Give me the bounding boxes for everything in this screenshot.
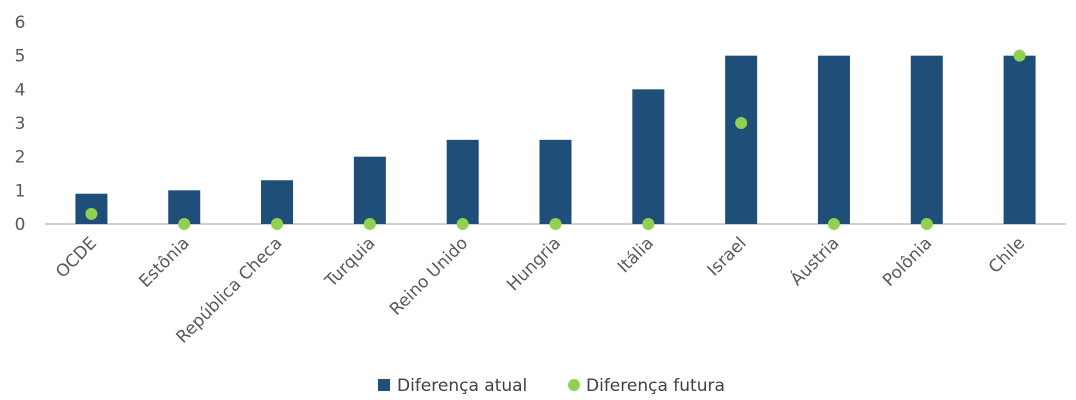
legend-swatch-diferenca-atual bbox=[378, 379, 390, 391]
point bbox=[1013, 49, 1026, 62]
point bbox=[363, 218, 376, 230]
x-tick-label: Itália bbox=[614, 233, 658, 277]
legend: Diferença atual Diferença futura bbox=[378, 376, 725, 396]
y-tick-label: 2 bbox=[15, 148, 26, 168]
x-tick-label: Reino Unido bbox=[386, 233, 472, 319]
legend-label-diferenca-atual: Diferença atual bbox=[397, 376, 527, 396]
y-tick-label: 5 bbox=[15, 47, 26, 67]
bar bbox=[353, 156, 386, 224]
bar bbox=[817, 55, 850, 224]
x-tick-label: Áustria bbox=[785, 232, 843, 290]
point bbox=[642, 218, 655, 230]
x-tick-label: Polônia bbox=[879, 233, 936, 290]
point bbox=[178, 218, 191, 230]
y-tick-label: 6 bbox=[15, 13, 26, 33]
bar bbox=[1003, 55, 1036, 224]
point bbox=[271, 218, 284, 230]
y-tick-label: 0 bbox=[15, 215, 26, 235]
y-tick-label: 4 bbox=[15, 80, 26, 100]
bar-series bbox=[75, 55, 1036, 224]
bar bbox=[261, 180, 294, 224]
bar bbox=[632, 89, 665, 224]
x-tick-label: Hungria bbox=[503, 233, 565, 295]
bar bbox=[539, 139, 572, 224]
point-series bbox=[85, 49, 1026, 230]
y-tick-label: 1 bbox=[15, 181, 26, 201]
x-tick-label: Turquia bbox=[321, 233, 380, 292]
point bbox=[549, 218, 562, 230]
point bbox=[827, 218, 840, 230]
point bbox=[735, 117, 748, 129]
x-tick-label: Chile bbox=[985, 233, 1029, 277]
legend-label-diferenca-futura: Diferença futura bbox=[586, 376, 725, 396]
point bbox=[456, 218, 469, 230]
point bbox=[920, 218, 933, 230]
legend-marker-diferenca-futura bbox=[568, 379, 580, 391]
bar bbox=[446, 139, 479, 224]
bar bbox=[910, 55, 943, 224]
y-axis-ticks: 0 1 2 3 4 5 6 bbox=[15, 13, 26, 235]
bar bbox=[725, 55, 758, 224]
point bbox=[85, 207, 98, 220]
x-tick-label: Estônia bbox=[135, 233, 193, 291]
x-tick-label: Israel bbox=[704, 233, 751, 280]
y-tick-label: 3 bbox=[15, 114, 26, 134]
x-tick-label: OCDE bbox=[52, 233, 101, 282]
